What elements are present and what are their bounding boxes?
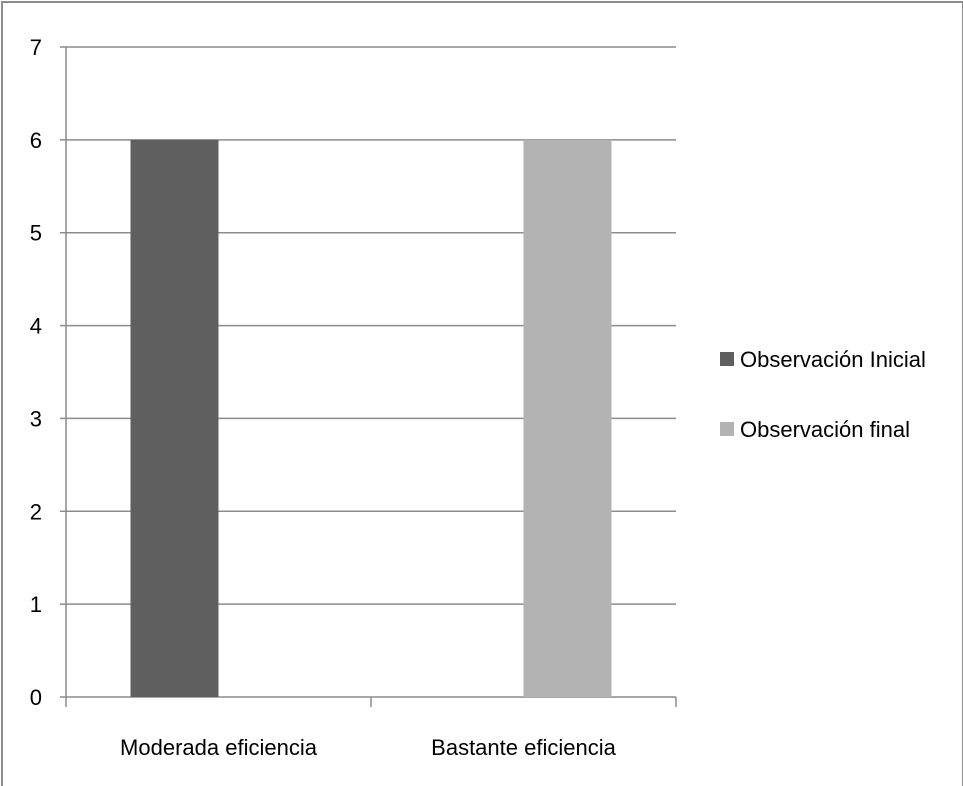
y-tick-label: 6 <box>30 128 42 153</box>
legend-swatch <box>720 352 734 366</box>
y-tick-label: 0 <box>30 685 42 710</box>
legend-label: Observación Inicial <box>740 347 926 372</box>
y-tick-label: 4 <box>30 314 42 339</box>
bar-observacion-final <box>523 139 612 697</box>
x-category-labels: Moderada eficiencia Bastante eficiencia <box>120 735 617 760</box>
y-tick-label: 7 <box>30 35 42 60</box>
y-tick-label: 5 <box>30 221 42 246</box>
y-tick-label: 3 <box>30 406 42 431</box>
bar-observacion-inicial <box>130 139 219 697</box>
legend-label: Observación final <box>740 417 910 442</box>
x-category-label: Moderada eficiencia <box>120 735 318 760</box>
y-tick-label: 1 <box>30 592 42 617</box>
bars <box>130 139 612 697</box>
legend: Observación Inicial Observación final <box>720 347 926 442</box>
legend-swatch <box>720 422 734 436</box>
y-tick-labels: 0 1 2 3 4 5 6 7 <box>30 35 42 710</box>
y-tick-label: 2 <box>30 499 42 524</box>
x-category-label: Bastante eficiencia <box>431 735 616 760</box>
